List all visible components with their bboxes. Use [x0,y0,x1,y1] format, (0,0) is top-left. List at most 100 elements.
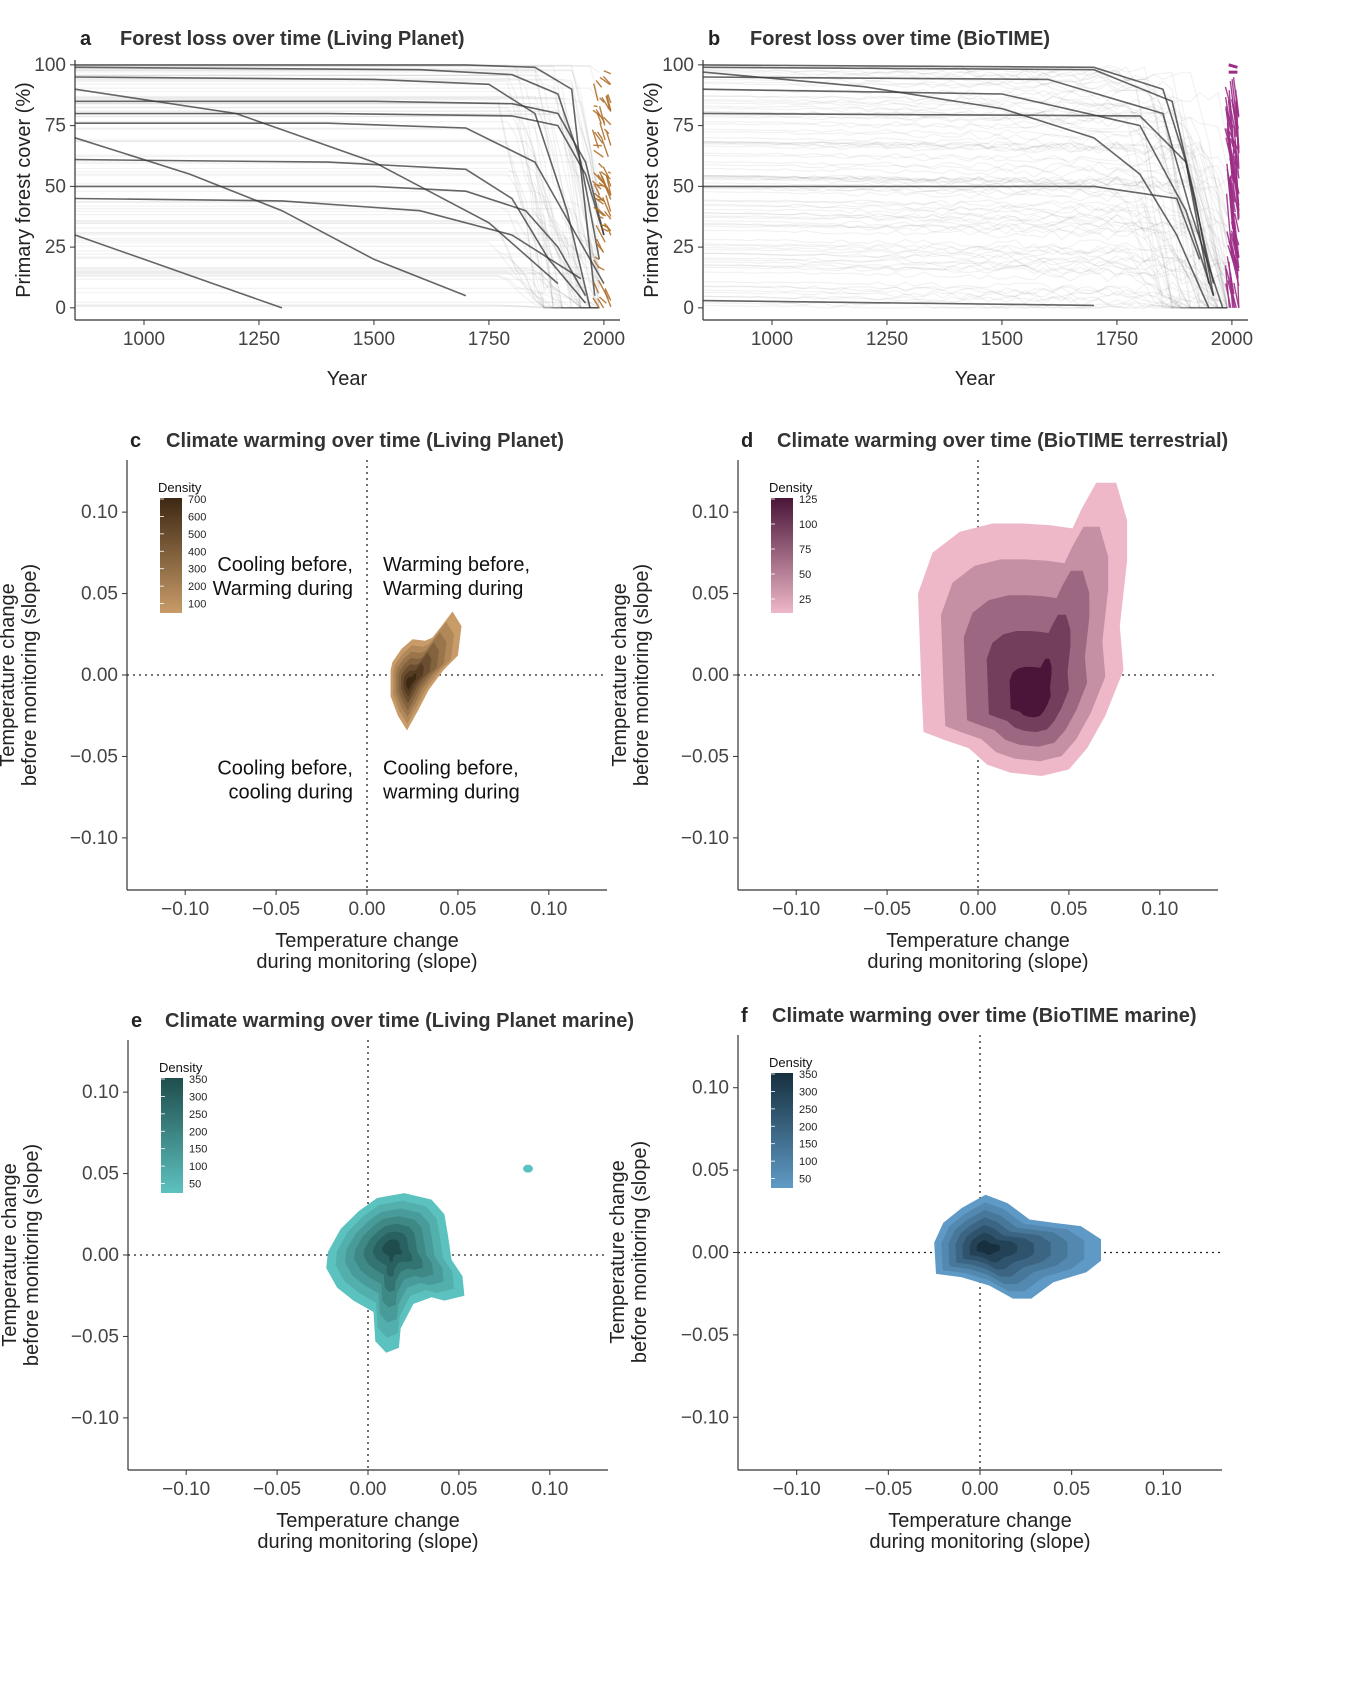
recent-segment [605,195,612,212]
background-trajectory [75,69,600,309]
background-trajectory [75,237,600,267]
legend-label: 25 [799,594,811,606]
background-trajectory [75,128,600,309]
y-axis-title: Primary forest cover (%) [641,82,663,298]
background-trajectory [702,95,1228,309]
legend-label: 100 [799,519,817,531]
background-trajectory [702,222,1228,250]
background-trajectory [702,204,1228,229]
y-axis-title: before monitoring (slope) [629,1141,651,1363]
x-axis-title: Temperature change [276,1510,459,1532]
background-trajectory [75,75,600,281]
recent-segment [598,182,607,189]
recent-segment [595,242,605,253]
legend-colorbar [771,1073,793,1188]
series-line [702,88,1215,296]
recent-segment [593,83,599,101]
x-axis-title: during monitoring (slope) [869,1531,1090,1553]
legend-label: 300 [188,564,206,576]
recent-segment [1231,79,1237,114]
background-trajectory [75,167,600,309]
background-trajectory [75,292,600,309]
background-trajectory [702,143,1228,302]
legend-label: 100 [799,1156,817,1168]
x-tick-label: 0.10 [530,899,567,920]
background-trajectory [75,106,600,269]
background-trajectory [75,154,600,209]
background-trajectory [75,71,600,290]
x-axis-title: during monitoring (slope) [867,951,1088,973]
background-trajectory [702,216,1228,281]
recent-segment [605,130,612,146]
background-trajectory [75,268,600,309]
legend-label: 50 [189,1179,201,1191]
recent-segment [1225,193,1233,252]
background-trajectory [702,89,1228,144]
recent-segment [606,175,612,187]
series-line [74,197,582,280]
recent-segment [602,116,612,126]
background-trajectory [703,229,1228,272]
x-tick-label: 2000 [1211,329,1253,350]
background-trajectory [75,87,600,103]
y-tick-label: −0.05 [681,746,729,767]
recent-segment [604,210,612,220]
series-line [702,64,1210,284]
quadrant-label: cooling during [228,781,353,803]
density-contour [523,1164,533,1173]
background-trajectory [702,264,1228,309]
panel-letter: d [741,430,753,452]
x-tick-label: 2000 [583,329,625,350]
y-tick-label: 50 [45,176,66,197]
recent-segment [593,183,601,196]
y-axis-title: Temperature change [609,583,631,766]
x-tick-label: −0.10 [162,1479,210,1500]
background-trajectory [75,80,600,309]
recent-segment [1228,261,1234,308]
x-tick-label: 0.05 [1050,899,1087,920]
background-trajectory [75,304,600,309]
background-trajectory [702,264,1228,279]
series-line [75,64,596,296]
x-axis-title: during monitoring (slope) [256,951,477,973]
x-tick-label: −0.10 [161,899,209,920]
background-trajectory [702,302,1228,309]
background-trajectory [702,225,1228,309]
series-line [74,66,601,260]
background-trajectory [702,199,1228,309]
x-axis-title: during monitoring (slope) [257,1531,478,1553]
recent-segment [1225,283,1232,308]
background-trajectory [75,201,600,252]
background-trajectory [702,176,1228,309]
background-trajectory [75,205,600,309]
y-tick-label: 75 [45,116,66,137]
recent-segment [596,131,603,140]
y-tick-label: −0.05 [71,1326,119,1347]
background-trajectory [702,208,1228,309]
legend-title: Density [159,1060,203,1075]
series-line [75,112,605,236]
legend-colorbar [161,1078,183,1193]
recent-segment [1230,182,1239,211]
y-tick-label: 100 [662,55,694,76]
recent-segment [596,207,607,217]
background-trajectory [702,152,1228,217]
x-tick-label: 0.00 [350,1479,387,1500]
background-trajectory [702,200,1228,309]
y-tick-label: 25 [673,237,694,258]
y-tick-label: −0.10 [681,1407,729,1428]
background-trajectory [75,210,600,309]
background-trajectory [75,220,600,309]
series-line [702,71,1210,309]
recent-segment [1233,140,1239,168]
legend-label: 150 [189,1144,207,1156]
recent-segment [596,113,602,124]
background-trajectory [75,140,600,309]
background-trajectory [75,227,600,309]
legend-label: 600 [188,511,206,523]
recent-segment [597,298,605,309]
recent-segment [598,215,604,219]
background-trajectory [702,191,1228,309]
panel-title: Climate warming over time (BioTIME terre… [777,430,1228,452]
panel-letter: e [131,1010,142,1032]
